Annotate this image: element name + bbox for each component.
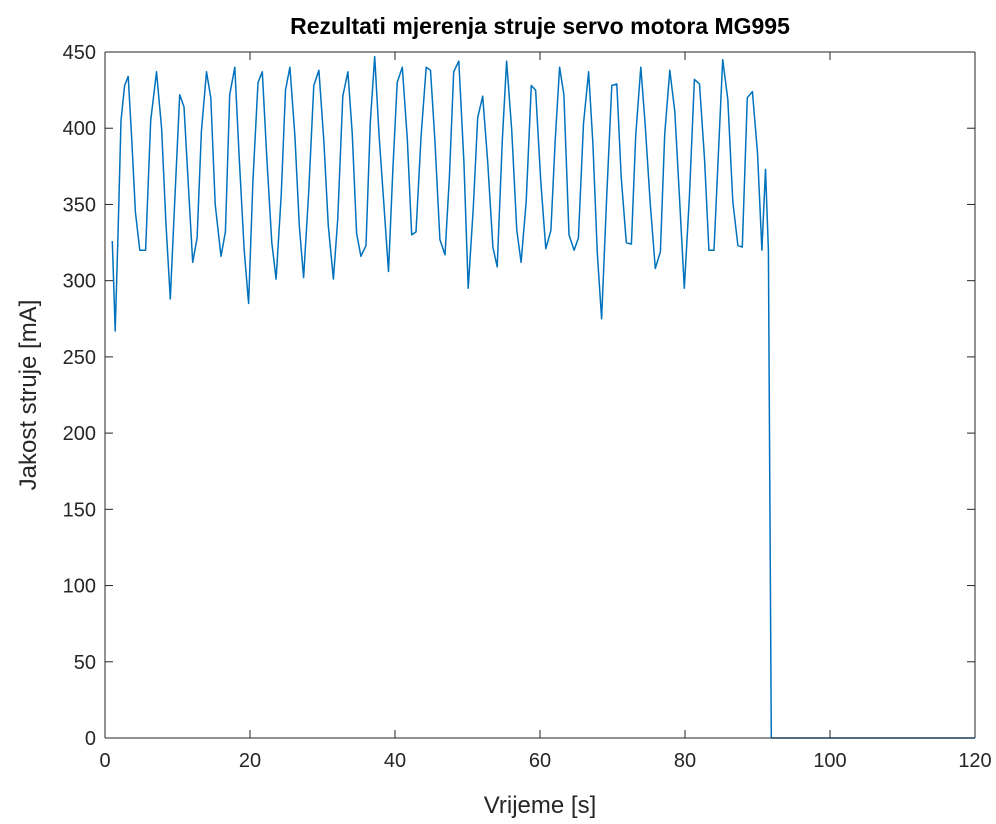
series-line-0: [111, 55, 975, 739]
y-axis-label: Jakost struje [mA]: [15, 300, 42, 491]
x-tick-label-20: 20: [239, 750, 261, 772]
chart-title: Rezultati mjerenja struje servo motora M…: [290, 13, 790, 39]
series-line-group: [111, 55, 975, 739]
x-tick-label-80: 80: [674, 750, 696, 772]
y-tick-label-350: 350: [63, 194, 96, 216]
x-tick-label-0: 0: [99, 750, 110, 772]
ticks-group: [104, 51, 976, 739]
y-tick-label-150: 150: [63, 499, 96, 521]
y-tick-label-250: 250: [63, 347, 96, 369]
y-tick-label-50: 50: [74, 652, 96, 674]
y-tick-label-300: 300: [63, 271, 96, 293]
x-tick-label-60: 60: [529, 750, 551, 772]
y-tick-label-450: 450: [63, 42, 96, 64]
x-tick-label-100: 100: [813, 750, 846, 772]
y-tick-label-100: 100: [63, 576, 96, 598]
y-tick-label-400: 400: [63, 118, 96, 140]
x-tick-label-120: 120: [958, 750, 991, 772]
x-tick-label-40: 40: [384, 750, 406, 772]
y-tick-label-0: 0: [85, 728, 96, 750]
x-axis-label: Vrijeme [s]: [484, 792, 596, 819]
y-tick-label-200: 200: [63, 423, 96, 445]
tick-labels-group: 0 20 40 60 80 100 120 0 50 100 150 200 250 300 350 400 4…: [63, 42, 992, 772]
